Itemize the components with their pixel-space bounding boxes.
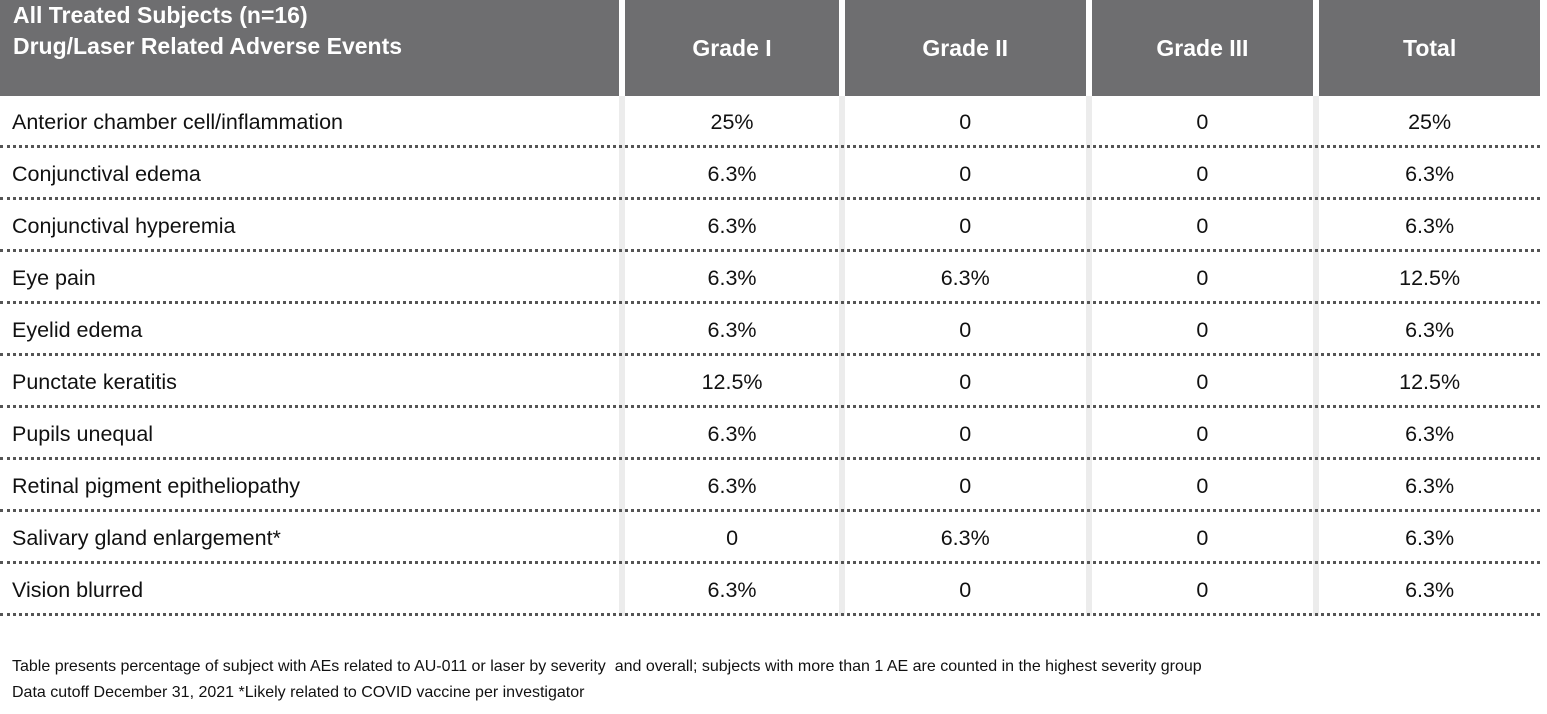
total-cell: 6.3%: [1405, 577, 1455, 602]
header-grade-2: Grade II: [844, 0, 1086, 96]
table-row: Punctate keratitis 12.5% 0 0 12.5%: [0, 356, 1540, 408]
grade-1-cell: 25%: [710, 109, 754, 134]
grade-3-cell: 0: [1196, 421, 1209, 446]
grade-1-cell: 6.3%: [707, 265, 757, 290]
total-cell: 6.3%: [1405, 317, 1455, 342]
table-row: Conjunctival hyperemia 6.3% 0 0 6.3%: [0, 200, 1540, 252]
table-row: Eyelid edema 6.3% 0 0 6.3%: [0, 304, 1540, 356]
event-name-cell: Anterior chamber cell/inflammation: [12, 109, 343, 134]
grade-2-cell: 0: [959, 473, 972, 498]
event-name-cell: Vision blurred: [12, 577, 144, 602]
grade-3-cell: 0: [1196, 317, 1209, 342]
grade-3-cell: 0: [1196, 369, 1209, 394]
header-total: Total: [1319, 0, 1540, 96]
header-title-line2: Drug/Laser Related Adverse Events: [13, 33, 403, 59]
grade-3-cell: 0: [1196, 473, 1209, 498]
grade-1-cell: 12.5%: [701, 369, 763, 394]
header-title-cell: All Treated Subjects (n=16) Drug/Laser R…: [0, 0, 620, 96]
table-row: Eye pain 6.3% 6.3% 0 12.5%: [0, 252, 1540, 304]
total-cell: 25%: [1408, 109, 1452, 134]
grade-2-cell: 0: [959, 577, 972, 602]
grade-1-cell: 6.3%: [707, 577, 757, 602]
grade-2-cell: 0: [959, 421, 972, 446]
total-cell: 12.5%: [1399, 265, 1461, 290]
grade-1-cell: 6.3%: [707, 213, 757, 238]
footnote-line2: Data cutoff December 31, 2021 *Likely re…: [12, 684, 585, 701]
grade-2-cell: 0: [959, 369, 972, 394]
event-name-cell: Eye pain: [12, 265, 96, 290]
table-row: Anterior chamber cell/inflammation 25% 0…: [0, 96, 1540, 148]
table-row: Retinal pigment epitheliopathy 6.3% 0 0 …: [0, 460, 1540, 512]
event-name-cell: Pupils unequal: [12, 421, 154, 446]
table-row: Vision blurred 6.3% 0 0 6.3%: [0, 564, 1540, 616]
grade-1-cell: 6.3%: [707, 317, 757, 342]
adverse-events-table: All Treated Subjects (n=16) Drug/Laser R…: [0, 0, 1540, 616]
total-cell: 6.3%: [1405, 213, 1455, 238]
grade-3-cell: 0: [1196, 265, 1209, 290]
table-body: Anterior chamber cell/inflammation 25% 0…: [0, 96, 1540, 616]
grade-3-cell: 0: [1196, 109, 1209, 134]
footnotes: Table presents percentage of subject wit…: [12, 654, 1202, 706]
grade-2-cell: 6.3%: [940, 525, 990, 550]
grade-2-cell: 6.3%: [940, 265, 990, 290]
table-row: Conjunctival edema 6.3% 0 0 6.3%: [0, 148, 1540, 200]
table-row: Salivary gland enlargement* 0 6.3% 0 6.3…: [0, 512, 1540, 564]
grade-3-cell: 0: [1196, 577, 1209, 602]
total-cell: 6.3%: [1405, 525, 1455, 550]
grade-3-cell: 0: [1196, 161, 1209, 186]
event-name-cell: Eyelid edema: [12, 317, 143, 342]
grade-1-cell: 6.3%: [707, 421, 757, 446]
total-cell: 6.3%: [1405, 161, 1455, 186]
total-cell: 6.3%: [1405, 473, 1455, 498]
total-cell: 12.5%: [1399, 369, 1461, 394]
event-name-cell: Conjunctival edema: [12, 161, 201, 186]
event-name-cell: Retinal pigment epitheliopathy: [12, 473, 301, 498]
event-name-cell: Conjunctival hyperemia: [12, 213, 236, 238]
header-grade-1: Grade I: [625, 0, 839, 96]
grade-1-cell: 6.3%: [707, 161, 757, 186]
grade-2-cell: 0: [959, 109, 972, 134]
header-title-line1: All Treated Subjects (n=16): [13, 2, 308, 28]
header-grade-3: Grade III: [1091, 0, 1314, 96]
table-header: All Treated Subjects (n=16) Drug/Laser R…: [0, 0, 1540, 96]
grade-3-cell: 0: [1196, 525, 1209, 550]
table-row: Pupils unequal 6.3% 0 0 6.3%: [0, 408, 1540, 460]
grade-2-cell: 0: [959, 317, 972, 342]
grade-2-cell: 0: [959, 213, 972, 238]
event-name-cell: Punctate keratitis: [12, 369, 177, 394]
grade-3-cell: 0: [1196, 213, 1209, 238]
grade-2-cell: 0: [959, 161, 972, 186]
total-cell: 6.3%: [1405, 421, 1455, 446]
grade-1-cell: 6.3%: [707, 473, 757, 498]
footnote-line1: Table presents percentage of subject wit…: [12, 658, 1202, 675]
event-name-cell: Salivary gland enlargement*: [12, 525, 281, 550]
grade-1-cell: 0: [726, 525, 739, 550]
